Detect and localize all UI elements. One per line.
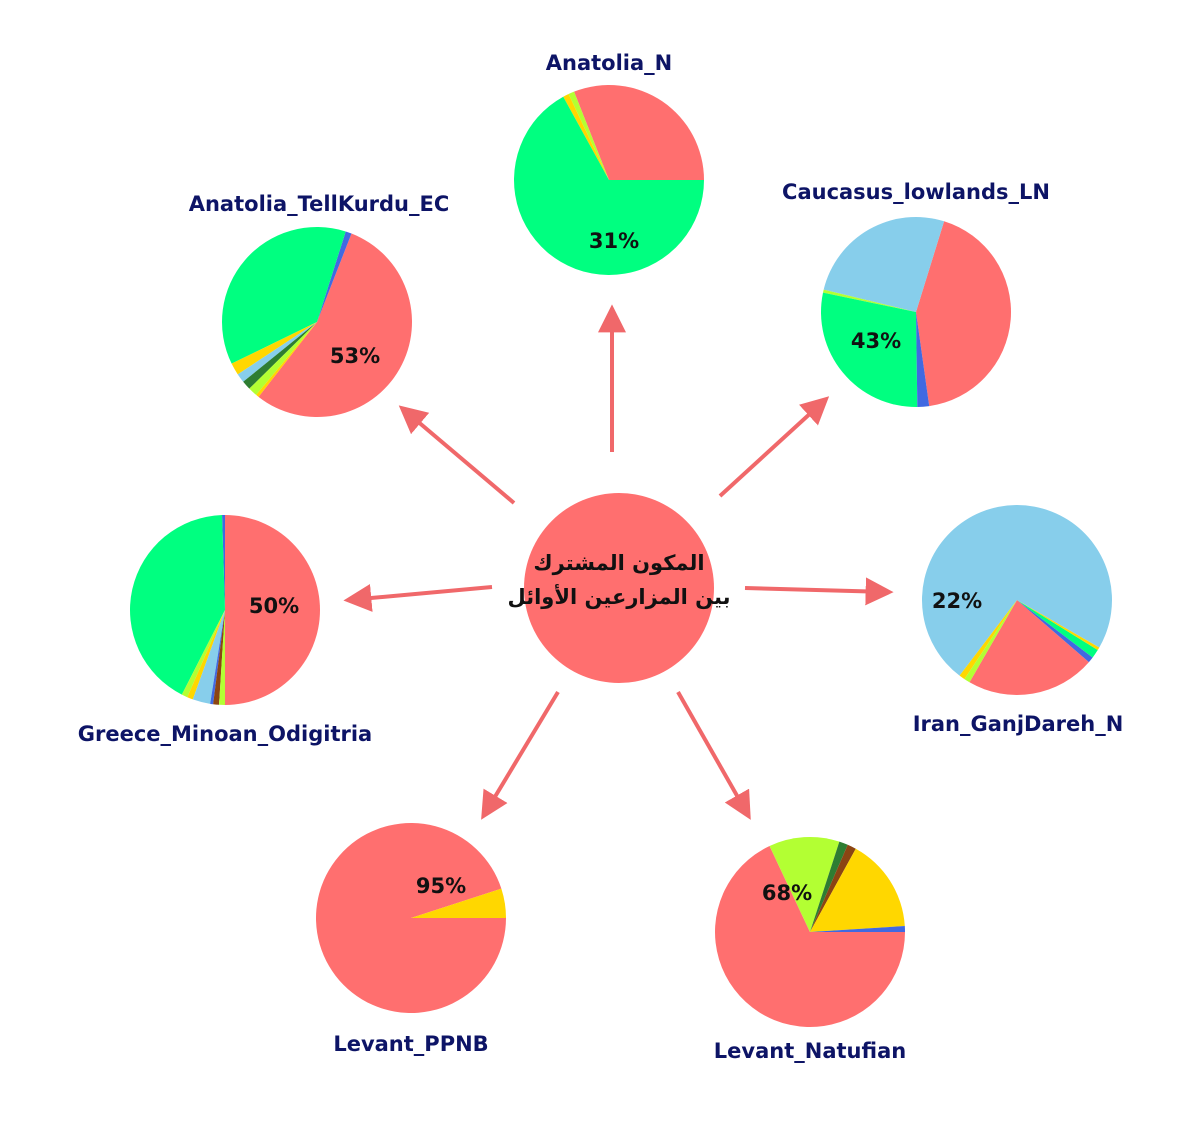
- pie-percent-anatolia-tellkurdu-ec: 53%: [330, 344, 380, 368]
- pie-percent-caucasus-lowlands-ln: 43%: [851, 329, 901, 353]
- arrow-levant-natufian: [676, 691, 751, 820]
- pie-slice-levant-natufian-3: [810, 844, 856, 932]
- pie-slice-anatolia-tellkurdu-ec-0: [258, 233, 412, 417]
- pie-slice-greece-minoan-odigitria-4: [187, 610, 225, 700]
- pie-percent-iran-ganjdareh-n: 22%: [932, 589, 982, 613]
- pie-slice-levant-natufian-1: [769, 836, 840, 932]
- pie-slice-greece-minoan-odigitria-0: [225, 515, 320, 705]
- pie-percent-anatolia-n: 31%: [589, 229, 639, 253]
- pie-slice-caucasus-lowlands-ln-3: [821, 292, 918, 407]
- pie-slice-iran-ganjdareh-n-1: [1017, 600, 1093, 663]
- pie-slice-anatolia-n-1: [568, 91, 609, 180]
- arrow-caucasus-lowlands-ln: [718, 396, 830, 498]
- pie-slice-greece-minoan-odigitria-3: [181, 610, 225, 698]
- pie-caucasus-lowlands-ln: Caucasus_lowlands_LN 43%: [782, 180, 1050, 407]
- pie-slice-greece-minoan-odigitria-6: [210, 610, 225, 705]
- pie-slice-iran-ganjdareh-n-3: [1017, 600, 1100, 651]
- pie-slice-levant-natufian-5: [810, 926, 905, 932]
- pie-slice-anatolia-tellkurdu-ec-7: [256, 322, 317, 397]
- pie-anatolia-tellkurdu-ec: Anatolia_TellKurdu_EC 53%: [189, 192, 450, 417]
- pie-anatolia-n: Anatolia_N 31%: [514, 51, 704, 275]
- pie-title-caucasus-lowlands-ln: Caucasus_lowlands_LN: [782, 180, 1050, 204]
- pie-slice-levant-natufian-0: [715, 846, 905, 1027]
- center-circle: [524, 493, 714, 683]
- arrow-iran-ganjdareh-n: [744, 577, 894, 606]
- center-label-line2: بين المزارعين الأوائل: [507, 583, 730, 609]
- pie-slice-greece-minoan-odigitria-7: [213, 610, 225, 705]
- pie-slice-iran-ganjdareh-n-4: [921, 505, 1112, 676]
- arrows-layer: [343, 304, 894, 820]
- pie-slice-levant-natufian-4: [810, 848, 905, 932]
- pie-slice-anatolia-tellkurdu-ec-2: [221, 226, 346, 364]
- pie-slice-greece-minoan-odigitria-8: [219, 610, 225, 705]
- pie-slice-caucasus-lowlands-ln-0: [916, 221, 1012, 407]
- pie-title-anatolia-n: Anatolia_N: [546, 51, 672, 75]
- pie-slice-caucasus-lowlands-ln-1: [823, 217, 945, 312]
- pie-slice-greece-minoan-odigitria-1: [222, 515, 225, 610]
- pie-slice-caucasus-lowlands-ln-2: [823, 289, 916, 312]
- pie-slice-levant-ppnb-0: [315, 822, 506, 1013]
- center-hub: المكون المشترك بين المزارعين الأوائل: [507, 493, 731, 683]
- pie-title-greece-minoan-odigitria: Greece_Minoan_Odigitria: [78, 722, 372, 746]
- pie-iran-ganjdareh-n: Iran_GanjDareh_N 22%: [913, 505, 1124, 736]
- pie-slice-anatolia-tellkurdu-ec-5: [243, 322, 317, 389]
- pie-percent-levant-ppnb: 95%: [416, 874, 466, 898]
- pie-percent-levant-natufian: 68%: [762, 881, 812, 905]
- arrow-anatolia-tellkurdu-ec: [398, 405, 516, 505]
- pie-title-iran-ganjdareh-n: Iran_GanjDareh_N: [913, 712, 1124, 736]
- pie-slice-anatolia-tellkurdu-ec-1: [317, 231, 352, 322]
- pie-title-levant-natufian: Levant_Natufian: [714, 1039, 906, 1063]
- pie-slice-iran-ganjdareh-n-5: [959, 600, 1017, 680]
- pie-levant-natufian: Levant_Natufian 68%: [714, 836, 906, 1063]
- pie-slice-anatolia-n-3: [514, 96, 704, 275]
- pie-greece-minoan-odigitria: Greece_Minoan_Odigitria 50%: [78, 515, 372, 746]
- pie-slice-caucasus-lowlands-ln-4: [916, 312, 930, 407]
- pie-slice-anatolia-tellkurdu-ec-6: [249, 322, 317, 395]
- pie-levant-ppnb: Levant_PPNB 95%: [315, 822, 506, 1056]
- pie-slice-anatolia-n-2: [563, 94, 609, 180]
- pie-slice-iran-ganjdareh-n-6: [964, 600, 1017, 683]
- pies-layer: Anatolia_N 31% Caucasus_lowlands_LN 43% Iran…: [78, 51, 1124, 1063]
- arrow-greece-minoan-odigitria: [343, 584, 493, 612]
- pie-slice-anatolia-tellkurdu-ec-3: [231, 322, 317, 375]
- pie-slice-greece-minoan-odigitria-5: [192, 610, 225, 704]
- pie-slice-anatolia-tellkurdu-ec-4: [237, 322, 317, 382]
- pie-percent-greece-minoan-odigitria: 50%: [249, 594, 299, 618]
- arrow-levant-ppnb: [481, 690, 560, 820]
- pie-slice-levant-ppnb-1: [411, 888, 506, 918]
- pie-slice-anatolia-n-0: [574, 84, 704, 180]
- pie-slice-iran-ganjdareh-n-0: [969, 600, 1089, 695]
- pie-title-levant-ppnb: Levant_PPNB: [333, 1032, 488, 1056]
- pie-slice-iran-ganjdareh-n-2: [1017, 600, 1098, 658]
- pie-slice-greece-minoan-odigitria-2: [129, 515, 225, 695]
- pie-slice-levant-natufian-2: [810, 841, 848, 932]
- pie-title-anatolia-tellkurdu-ec: Anatolia_TellKurdu_EC: [189, 192, 450, 216]
- center-label-line1: المكون المشترك: [533, 551, 704, 575]
